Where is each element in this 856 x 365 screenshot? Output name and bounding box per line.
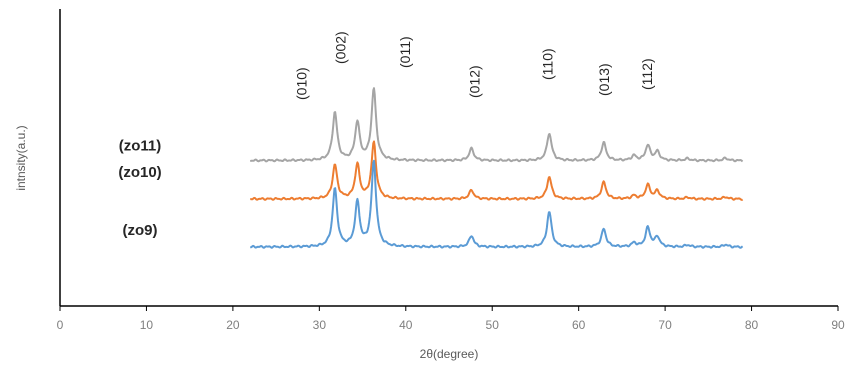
x-tick-label: 50: [486, 318, 500, 332]
x-tick-labels: 0 10 20 30 40 50 60 70 80 90: [57, 318, 845, 332]
x-tick-label: 30: [313, 318, 327, 332]
x-tick-label: 10: [140, 318, 154, 332]
peak-label: (012): [466, 65, 482, 98]
series-label: (zo10): [118, 164, 161, 181]
x-tick-label: 70: [658, 318, 672, 332]
peak-label: (002): [332, 31, 348, 64]
series-labels: (zo11) (zo10) (zo9): [118, 138, 161, 239]
peak-label: (110): [540, 48, 556, 80]
series-label: (zo11): [119, 138, 162, 155]
x-tick-label: 20: [226, 318, 240, 332]
peak-label: (011): [397, 36, 413, 68]
series-line: [249, 140, 744, 201]
x-tick-label: 40: [399, 318, 413, 332]
x-tick-label: 80: [745, 318, 759, 332]
x-tick-marks: [59, 306, 839, 311]
series-line: [249, 87, 744, 163]
peak-label: (013): [596, 63, 612, 96]
x-tick-label: 0: [57, 318, 64, 332]
peak-label: (112): [639, 58, 655, 90]
peak-label: (010): [293, 67, 309, 100]
series-lines: [249, 87, 744, 249]
x-tick-label: 60: [572, 318, 586, 332]
series-label: (zo9): [123, 222, 158, 239]
y-axis-title: intnsity(a.u.): [14, 125, 28, 190]
series-line: [249, 159, 744, 249]
peak-labels: (010) (002) (011) (012) (110) (013) (112): [293, 31, 655, 100]
x-axis-title: 2θ(degree): [420, 347, 479, 361]
x-tick-label: 90: [831, 318, 845, 332]
